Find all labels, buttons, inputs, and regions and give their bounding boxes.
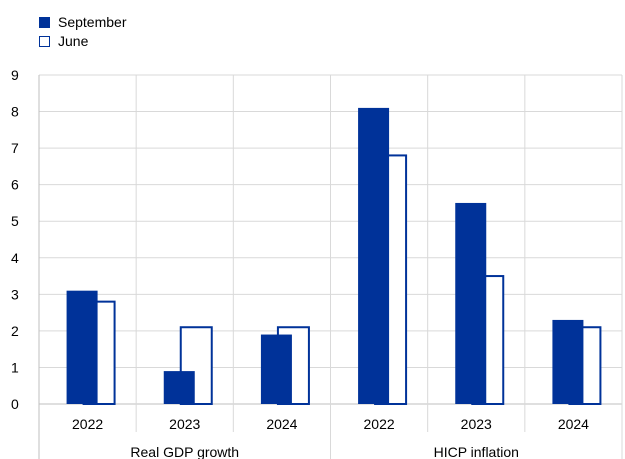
- bar-september-hicp-inflation-2022: [358, 107, 390, 405]
- legend-swatch-june: [39, 35, 50, 47]
- legend-swatch-september: [39, 16, 50, 28]
- legend: September June: [39, 13, 126, 51]
- y-tick-label-3: 3: [11, 286, 19, 302]
- x-tick-label-2023: 2023: [461, 416, 492, 432]
- y-tick-label-4: 4: [11, 250, 19, 266]
- y-tick-label-5: 5: [11, 213, 19, 229]
- legend-label-june: June: [58, 33, 89, 49]
- group-label-1: HICP inflation: [434, 444, 519, 459]
- legend-item-june: June: [39, 32, 126, 50]
- y-tick-label-8: 8: [11, 104, 19, 120]
- bar-september-real-gdp-growth-2022: [66, 290, 98, 404]
- y-tick-label-2: 2: [11, 323, 19, 339]
- y-tick-label-7: 7: [11, 140, 19, 156]
- bar-layer: [66, 107, 602, 406]
- y-tick-label-1: 1: [11, 359, 19, 375]
- x-tick-label-2022: 2022: [72, 416, 103, 432]
- y-tick-label-9: 9: [11, 67, 19, 83]
- y-tick-label-6: 6: [11, 177, 19, 193]
- label-layer: 0 1 2 3 4 5 6 7 8 9 2022 2023 2024 2022 2023 2024 Real G…: [11, 67, 589, 459]
- legend-item-september: September: [39, 13, 126, 31]
- grid-layer: [38, 74, 623, 459]
- legend-label-september: September: [58, 14, 127, 30]
- x-tick-label-2024: 2024: [558, 416, 589, 432]
- bar-september-hicp-inflation-2024: [552, 319, 584, 404]
- bar-september-real-gdp-growth-2023: [163, 371, 195, 404]
- x-tick-label-2023: 2023: [169, 416, 200, 432]
- bar-september-hicp-inflation-2023: [455, 202, 487, 404]
- x-tick-label-2022: 2022: [364, 416, 395, 432]
- x-tick-label-2024: 2024: [266, 416, 297, 432]
- group-label-0: Real GDP growth: [130, 444, 239, 459]
- y-tick-label-0: 0: [11, 396, 19, 412]
- bar-september-real-gdp-growth-2024: [260, 334, 292, 404]
